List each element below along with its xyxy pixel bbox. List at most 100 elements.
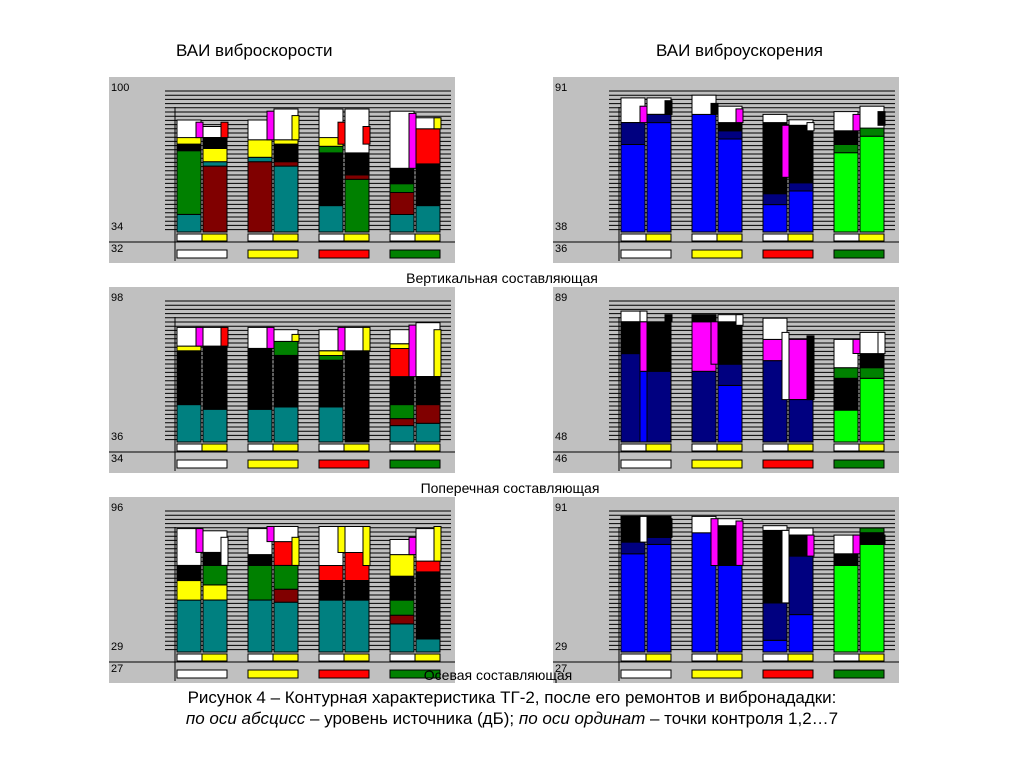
bar-segment-teal xyxy=(247,599,273,653)
caption-ordinate-text: – точки контроля 1,2…7 xyxy=(645,709,839,728)
marker-white xyxy=(389,443,416,452)
caption-ordinate-label: по оси ординат xyxy=(518,709,646,728)
bar-segment-green xyxy=(318,145,344,154)
acceleration-column-title: ВАИ виброускорения xyxy=(656,41,823,60)
bar-segment-teal xyxy=(318,599,344,653)
tick-label-bottom: 34 xyxy=(111,453,123,465)
bar-segment-magenta xyxy=(852,338,861,355)
marker-yellow xyxy=(716,653,743,662)
bar-segment-green xyxy=(344,178,370,233)
group-legend-green xyxy=(389,249,441,259)
bar-segment-green xyxy=(202,564,228,586)
bar-segment-black xyxy=(176,143,202,152)
bar-segment-navy xyxy=(762,602,788,641)
bar-segment-teal xyxy=(273,406,299,443)
bar-segment-blue xyxy=(762,204,788,233)
bar-segment-magenta xyxy=(195,326,204,347)
marker-yellow xyxy=(645,233,672,242)
group-legend-yellow xyxy=(691,459,743,469)
bar-segment-navy xyxy=(620,541,646,555)
bar-segment-black xyxy=(806,335,815,401)
marker-yellow xyxy=(858,653,885,662)
bar-segment-black xyxy=(389,167,415,185)
bar-segment-magenta xyxy=(639,105,648,124)
bar-segment-maroon xyxy=(415,404,441,424)
bar-segment-teal xyxy=(247,408,273,443)
bar-segment-blue xyxy=(717,384,743,443)
bar-segment-blue xyxy=(717,138,743,233)
group-legend-yellow xyxy=(691,669,743,679)
bar-segment-yellow xyxy=(433,329,442,377)
tick-label-mid: 29 xyxy=(111,641,123,653)
group-legend-white xyxy=(620,669,672,679)
tick-label-top: 91 xyxy=(555,502,567,514)
bar-segment-navy xyxy=(691,370,717,443)
caption-line-1: Рисунок 4 – Контурная характеристика ТГ-… xyxy=(187,688,837,707)
bar-segment-magenta xyxy=(639,321,648,372)
group-legend-red xyxy=(318,459,370,469)
tick-label-top: 96 xyxy=(111,502,123,514)
marker-yellow xyxy=(272,233,299,242)
bar-segment-red xyxy=(318,564,344,582)
bar-segment-black xyxy=(176,564,202,582)
bar-segment-black xyxy=(415,163,441,207)
bar-segment-maroon xyxy=(273,588,299,603)
marker-yellow xyxy=(787,233,814,242)
bar-segment-magenta xyxy=(735,520,744,566)
group-legend-white xyxy=(176,459,228,469)
bar-segment-teal xyxy=(202,161,228,167)
group-legend-green xyxy=(833,669,885,679)
marker-yellow xyxy=(343,653,370,662)
bar-segment-green xyxy=(859,127,885,137)
marker-white xyxy=(620,233,647,242)
bar-segment-navy xyxy=(762,193,788,206)
panel-acc-axial: 91 29 27 xyxy=(553,497,899,683)
bar-segment-white xyxy=(639,515,648,543)
bar-segment-green xyxy=(318,355,344,361)
tick-label-bottom: 46 xyxy=(555,453,567,465)
marker-yellow xyxy=(645,653,672,662)
bar-segment-black xyxy=(389,575,415,601)
marker-yellow xyxy=(414,653,441,662)
bar-segment-black xyxy=(833,130,859,145)
group-legend-white xyxy=(176,669,228,679)
bar-segment-magenta xyxy=(195,528,204,553)
marker-white xyxy=(691,653,718,662)
tick-label-top: 91 xyxy=(555,82,567,94)
bar-segment-yellow xyxy=(318,350,344,356)
bar-segment-black xyxy=(717,122,743,132)
group-legend-white xyxy=(176,249,228,259)
panel-acc-vertical: 91 38 36 xyxy=(553,77,899,263)
bar-segment-green xyxy=(247,564,273,601)
bar-segment-magenta xyxy=(408,536,417,556)
bar-segment-blue xyxy=(762,639,788,653)
bar-segment-magenta xyxy=(852,113,861,132)
bar-segment-white xyxy=(788,527,814,536)
bar-segment-black xyxy=(344,350,370,443)
bar-segment-yellow xyxy=(337,526,346,553)
bar-segment-black xyxy=(273,355,299,408)
marker-yellow xyxy=(787,653,814,662)
marker-white xyxy=(318,443,345,452)
group-legend-green xyxy=(833,459,885,469)
bar-segment-green xyxy=(273,564,299,590)
chart-vel-transverse: 98 36 34 xyxy=(109,292,455,471)
bar-segment-maroon xyxy=(273,161,299,167)
bar-segment-navy xyxy=(788,182,814,192)
bar-segment-black xyxy=(717,321,743,365)
chart-acc-vertical: 91 38 36 xyxy=(553,82,899,261)
bar-segment-white xyxy=(806,122,815,132)
bar-segment-green xyxy=(833,144,859,154)
bar-segment-magenta xyxy=(806,534,815,557)
bar-segment-teal xyxy=(176,404,202,443)
marker-white xyxy=(833,233,860,242)
bar-segment-black xyxy=(176,350,202,406)
marker-white xyxy=(318,233,345,242)
group-legend-red xyxy=(318,249,370,259)
bar-segment-teal xyxy=(273,601,299,653)
bar-segment-yellow xyxy=(247,139,273,158)
bar-segment-teal xyxy=(318,205,344,233)
bar-segment-yellow xyxy=(362,526,371,566)
bar-segment-navy xyxy=(717,130,743,140)
bar-segment-green xyxy=(389,183,415,193)
